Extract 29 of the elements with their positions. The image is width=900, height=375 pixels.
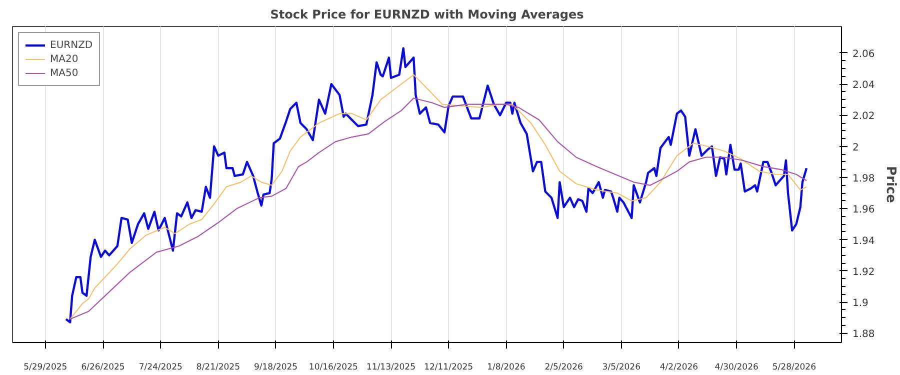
y-tick-label: 1.98 (852, 173, 875, 184)
x-tick-label: 2/5/2026 (544, 362, 583, 372)
x-tick-label: 6/26/2025 (81, 362, 125, 372)
y-tick-label: 2.04 (852, 80, 875, 92)
y-tick-label: 2.02 (852, 111, 875, 122)
x-tick-label: 8/21/2025 (196, 362, 240, 372)
y-tick-label: 1.92 (852, 266, 875, 278)
legend-label: MA50 (50, 67, 78, 79)
x-tick-label: 4/2/2026 (660, 362, 698, 372)
x-tick-label: 10/16/2025 (308, 362, 358, 372)
y-axis-title: Price (882, 166, 898, 204)
y-tick-label: 2 (852, 142, 859, 154)
x-tick-label: 5/28/2026 (772, 362, 816, 372)
x-tick-label: 12/11/2025 (424, 362, 474, 372)
y-tick-label: 1.94 (852, 236, 875, 247)
x-tick-label: 4/30/2026 (714, 362, 758, 372)
x-tick-label: 7/24/2025 (138, 362, 182, 372)
x-tick-label: 3/5/2026 (602, 362, 640, 372)
y-tick-label: 1.88 (852, 329, 875, 340)
chart-title: Stock Price for EURNZD with Moving Averages (270, 8, 584, 22)
x-tick-label: 1/8/2026 (487, 362, 526, 372)
x-tick-label: 11/13/2025 (366, 362, 416, 372)
legend-label: EURNZD (50, 39, 93, 51)
x-tick-label: 9/18/2025 (254, 362, 298, 372)
y-tick-label: 2.06 (852, 48, 875, 60)
y-tick-label: 1.9 (852, 298, 868, 310)
x-tick-label: 5/29/2025 (24, 362, 68, 372)
y-tick-label: 1.96 (852, 204, 875, 216)
legend-label: MA20 (50, 53, 78, 65)
